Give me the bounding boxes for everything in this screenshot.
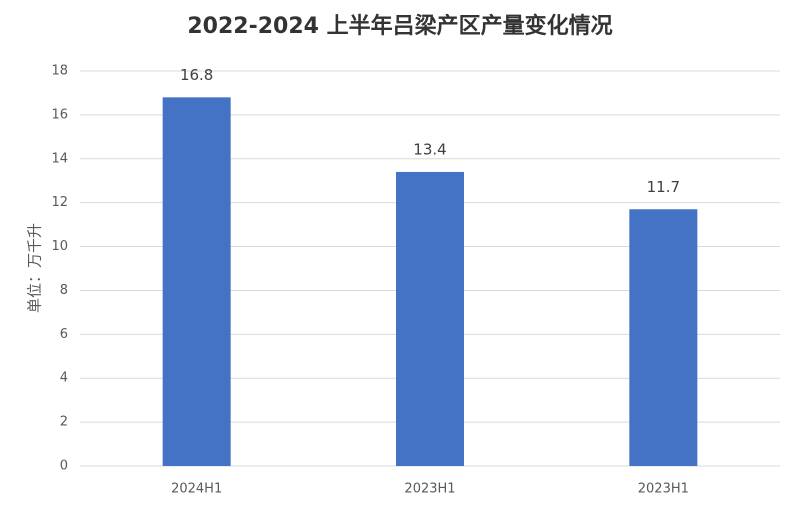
y-tick-label: 10 — [51, 239, 68, 254]
y-tick-label: 12 — [51, 195, 68, 210]
data-label: 16.8 — [180, 66, 213, 84]
chart-title: 2022-2024 上半年吕梁产区产量变化情况 — [187, 13, 612, 39]
data-label: 13.4 — [413, 140, 446, 158]
bar — [396, 171, 464, 466]
y-tick-label: 14 — [51, 151, 68, 166]
x-tick-label: 2023H1 — [638, 482, 689, 497]
y-tick-label: 4 — [60, 371, 68, 386]
y-axis-label: 单位：万千升 — [26, 223, 44, 313]
x-tick-label: 2024H1 — [171, 482, 222, 497]
y-tick-label: 6 — [60, 327, 68, 342]
x-tick-label: 2023H1 — [404, 482, 455, 497]
data-label: 11.7 — [647, 178, 680, 196]
bar — [162, 97, 231, 466]
y-tick-label: 18 — [51, 64, 68, 79]
y-tick-label: 0 — [60, 459, 68, 474]
bar — [629, 209, 698, 466]
y-tick-label: 2 — [60, 415, 68, 430]
y-tick-label: 16 — [51, 107, 68, 122]
y-tick-label: 8 — [60, 283, 68, 298]
